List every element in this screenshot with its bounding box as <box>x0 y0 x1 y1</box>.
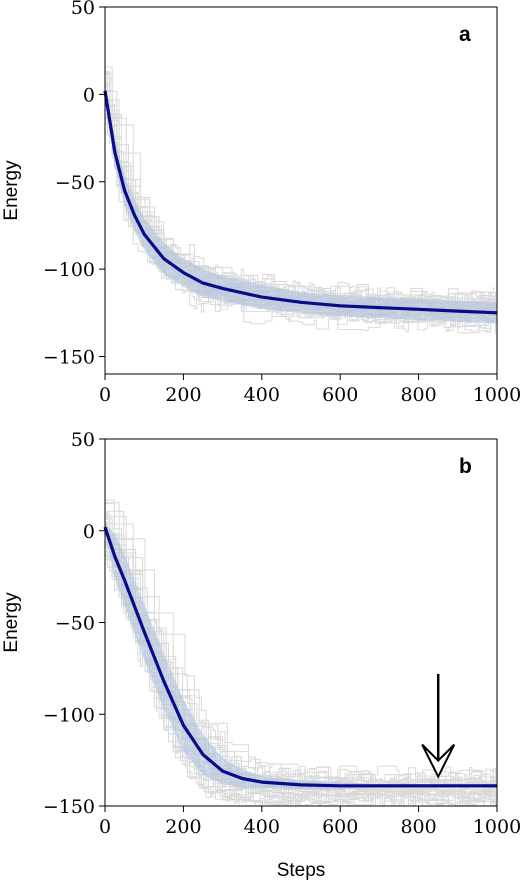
y-axis-label: Energy <box>1 592 22 653</box>
panel-b: 0 200 400 600 800 1000 50 0 −50 −100 −150 b Energy… <box>1 429 521 881</box>
arrow-head <box>421 743 456 779</box>
x-tick-label: 800 <box>400 816 436 838</box>
x-tick-label: 400 <box>244 384 280 406</box>
mean-line <box>103 90 498 315</box>
run-trace <box>105 73 496 329</box>
mean-energy-line <box>103 90 498 315</box>
run-trace <box>105 82 496 310</box>
y-tick-label: −150 <box>43 347 95 369</box>
x-tick-label: 800 <box>400 384 436 406</box>
axes-frame <box>104 6 498 375</box>
ticks: 0 200 400 600 800 1000 50 0 −50 −100 −150 <box>43 429 521 838</box>
y-tick-label: −100 <box>43 259 95 281</box>
run-trace <box>105 109 496 313</box>
x-tick-label: 1000 <box>473 816 521 838</box>
run-trace <box>105 95 496 315</box>
run-trace <box>105 99 496 312</box>
y-tick-label: 50 <box>71 0 95 19</box>
y-tick-label: 50 <box>71 429 95 451</box>
run-trace <box>105 502 496 794</box>
x-tick-label: 0 <box>99 816 111 838</box>
y-tick-label: −50 <box>55 613 95 635</box>
panel-a: 0 200 400 600 800 1000 50 0 −50 −100 −150 a Energy <box>1 0 521 406</box>
x-tick-label: 200 <box>165 384 201 406</box>
y-axis-label: Energy <box>1 160 22 221</box>
run-trace <box>105 554 496 807</box>
y-tick-label: −100 <box>43 704 95 726</box>
mean-energy-line <box>103 526 497 788</box>
x-tick-label: 200 <box>165 816 201 838</box>
run-trace <box>105 90 496 314</box>
run-trace <box>105 73 496 329</box>
y-tick-label: 0 <box>83 84 95 106</box>
ticks: 0 200 400 600 800 1000 50 0 −50 −100 −150 <box>43 0 521 406</box>
y-tick-label: 0 <box>83 521 95 543</box>
x-tick-label: 400 <box>244 816 280 838</box>
panel-label-b: b <box>459 455 472 478</box>
y-tick-label: −50 <box>55 172 95 194</box>
x-tick-label: 600 <box>322 816 358 838</box>
convergence-arrow <box>421 673 456 779</box>
x-axis-label: Steps <box>277 860 326 881</box>
mean-line <box>103 526 497 788</box>
x-tick-label: 1000 <box>473 384 521 406</box>
plot-frame <box>104 6 498 375</box>
run-trace <box>105 107 496 311</box>
run-trace <box>105 538 496 802</box>
run-trace <box>105 90 496 327</box>
x-tick-label: 0 <box>99 384 111 406</box>
y-tick-label: −150 <box>43 796 95 818</box>
run-trace <box>105 90 496 314</box>
panel-label-a: a <box>459 23 471 46</box>
x-tick-label: 600 <box>322 384 358 406</box>
